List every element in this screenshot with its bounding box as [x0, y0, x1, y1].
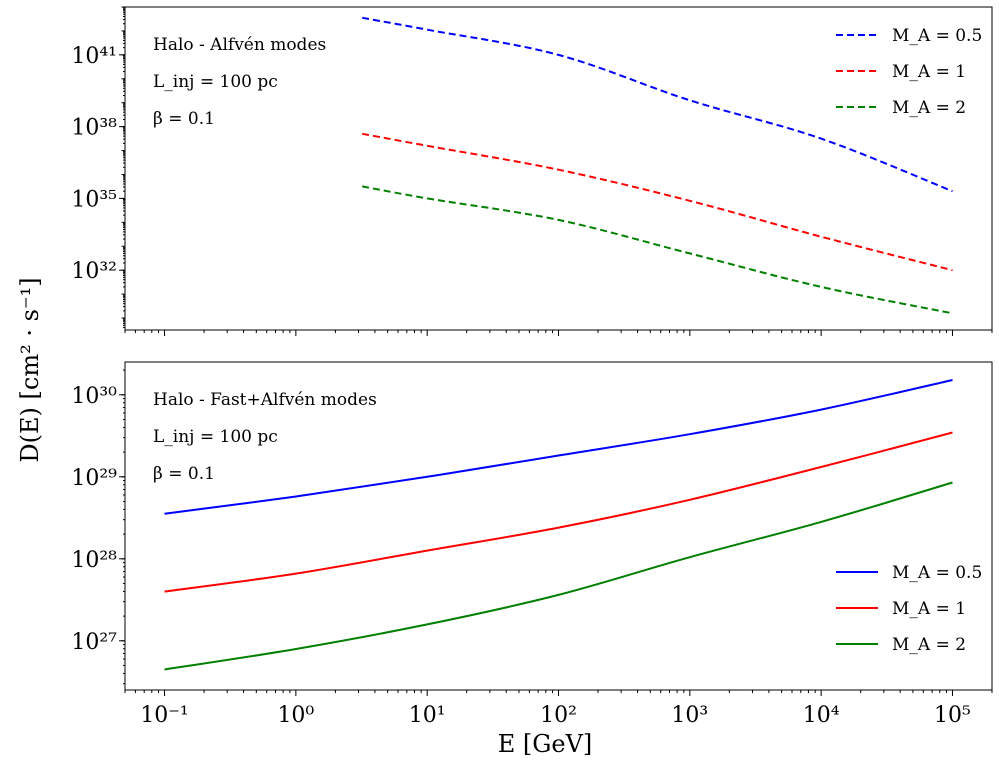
series-line: [164, 379, 953, 515]
x-tick-label: 10⁻¹: [140, 703, 188, 728]
annotation-text: β = 0.1: [153, 109, 215, 129]
series-line: [362, 16, 953, 193]
legend-label: M_A = 0.5: [892, 563, 982, 583]
legend-label: M_A = 1: [892, 62, 966, 82]
series-line: [362, 185, 953, 315]
x-tick-label: 10²: [540, 703, 577, 728]
x-tick-label: 10⁰: [277, 703, 314, 728]
top-panel: 10³² 10³⁵ 10³⁸ 10⁴¹ Halo - Alfvén modes L_inj…: [71, 6, 993, 336]
y-tick-label: 10³⁵: [71, 187, 117, 212]
annotation-text: Halo - Fast+Alfvén modes: [153, 390, 377, 410]
annotation-text: Halo - Alfvén modes: [153, 35, 326, 55]
legend-label: M_A = 1: [892, 599, 966, 619]
x-tick-label: 10³: [671, 703, 708, 728]
annotation-text: L_inj = 100 pc: [153, 427, 278, 447]
legend-label: M_A = 0.5: [892, 26, 982, 46]
annotation-text: β = 0.1: [153, 464, 215, 484]
y-tick-label: 10⁴¹: [71, 44, 117, 69]
series-line: [362, 132, 953, 272]
y-tick-label: 10²⁹: [71, 466, 117, 491]
y-tick-label: 10³²: [71, 259, 117, 284]
y-axis-label: D(E) [cm² · s⁻¹]: [16, 277, 44, 462]
x-tick-label: 10⁴: [803, 703, 840, 728]
series-line: [164, 481, 953, 671]
legend-label: M_A = 2: [892, 635, 966, 655]
plot-frame: [124, 361, 993, 691]
x-tick-label: 10⁵: [934, 703, 971, 728]
bottom-panel: 10²⁷ 10²⁸ 10²⁹ 10³⁰ 10⁻¹ 10⁰ 10¹ 10² 10³ 10⁴ 10⁵ Ha…: [71, 361, 993, 728]
x-axis-label: E [GeV]: [498, 730, 593, 758]
y-tick-label: 10²⁸: [71, 548, 117, 573]
series-line: [164, 431, 953, 593]
legend-label: M_A = 2: [892, 98, 966, 118]
y-tick-label: 10³⁸: [71, 116, 117, 141]
annotation-text: L_inj = 100 pc: [153, 72, 278, 92]
y-tick-label: 10³⁰: [71, 384, 117, 409]
y-tick-label: 10²⁷: [71, 630, 117, 655]
x-tick-label: 10¹: [409, 703, 446, 728]
